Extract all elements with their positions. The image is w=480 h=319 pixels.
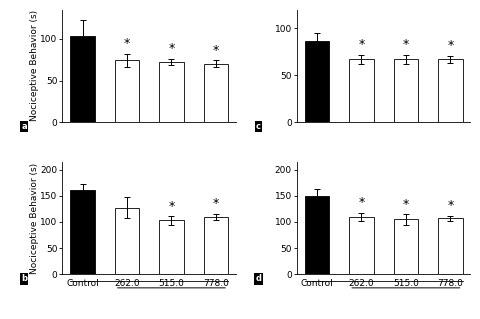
Bar xyxy=(305,41,329,122)
Bar xyxy=(115,61,139,122)
Bar xyxy=(70,190,95,274)
Y-axis label: Nociceptive Behavior (s): Nociceptive Behavior (s) xyxy=(30,10,39,122)
Text: 778.0: 778.0 xyxy=(437,279,463,288)
Bar xyxy=(159,220,184,274)
Bar xyxy=(159,62,184,122)
Bar xyxy=(394,219,418,274)
Bar xyxy=(204,64,228,122)
Bar xyxy=(349,217,373,274)
Text: b: b xyxy=(21,274,27,283)
Bar xyxy=(394,59,418,122)
Bar xyxy=(115,208,139,274)
Text: *: * xyxy=(124,37,130,50)
Text: *: * xyxy=(447,39,454,52)
Bar xyxy=(438,59,463,122)
Bar xyxy=(349,59,373,122)
Text: 262.0: 262.0 xyxy=(348,279,374,288)
Bar xyxy=(204,217,228,274)
Text: a: a xyxy=(22,122,27,131)
Text: d: d xyxy=(255,274,262,283)
Bar xyxy=(70,36,95,122)
Text: *: * xyxy=(403,198,409,211)
Text: *: * xyxy=(168,200,175,213)
Text: Control: Control xyxy=(300,279,333,288)
Text: *: * xyxy=(213,197,219,210)
Y-axis label: Nociceptive Behavior (s): Nociceptive Behavior (s) xyxy=(30,162,39,274)
Bar xyxy=(305,196,329,274)
Bar xyxy=(438,218,463,274)
Text: 262.0: 262.0 xyxy=(114,279,140,288)
Text: *: * xyxy=(168,42,175,56)
Text: 515.0: 515.0 xyxy=(158,279,184,288)
Text: 778.0: 778.0 xyxy=(203,279,229,288)
Text: *: * xyxy=(358,38,364,51)
Text: Control: Control xyxy=(66,279,99,288)
Text: *: * xyxy=(358,196,364,209)
Text: *: * xyxy=(447,199,454,212)
Text: c: c xyxy=(256,122,261,131)
Text: *: * xyxy=(403,38,409,51)
Text: 515.0: 515.0 xyxy=(393,279,419,288)
Text: *: * xyxy=(213,44,219,57)
